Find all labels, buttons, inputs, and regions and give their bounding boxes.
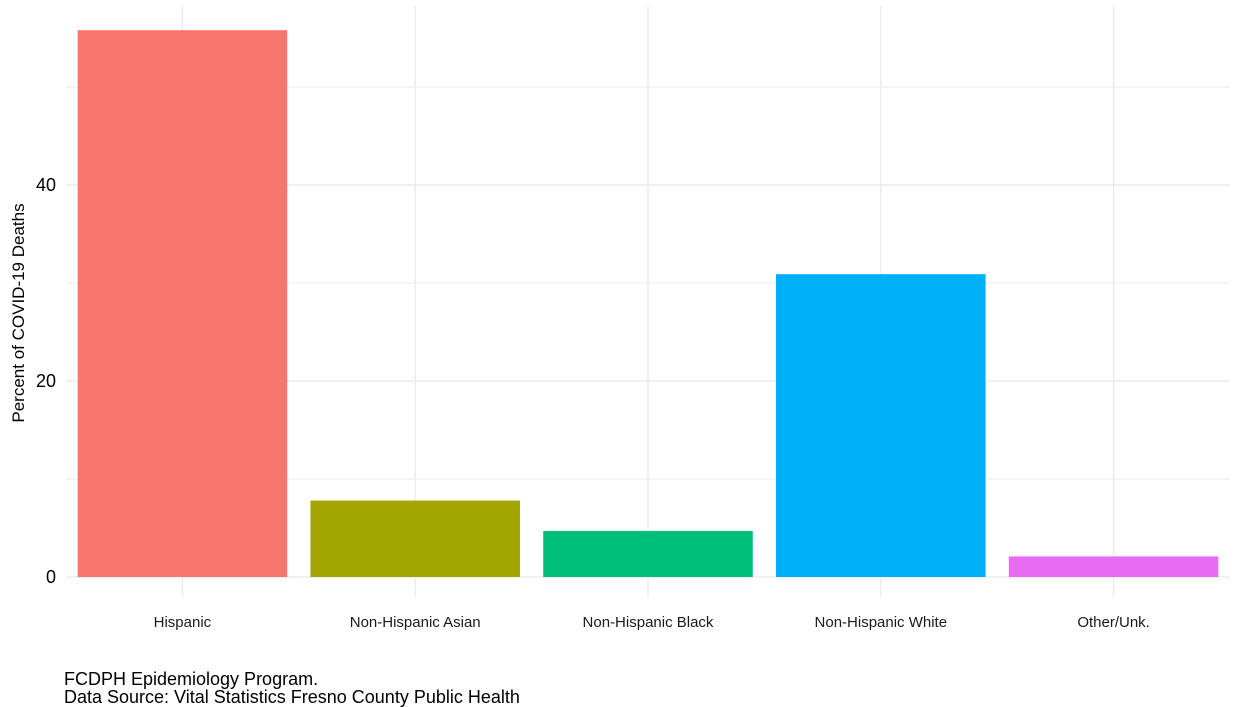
x-tick-label: Other/Unk.: [1077, 614, 1150, 631]
x-tick-label: Non-Hispanic White: [815, 614, 948, 631]
caption-data-source: Data Source: Vital Statistics Fresno Cou…: [64, 687, 520, 707]
x-tick-label: Non-Hispanic Asian: [350, 614, 481, 631]
bar-hispanic: [77, 30, 288, 578]
x-tick-label: Non-Hispanic Black: [583, 614, 714, 631]
x-axis-tick-labels: Hispanic Non-Hispanic Asian Non-Hispanic B…: [154, 614, 1150, 631]
bar-non-hispanic-asian: [310, 500, 520, 577]
x-tick-label: Hispanic: [154, 614, 212, 631]
y-tick-label: 20: [36, 371, 56, 391]
bar-non-hispanic-black: [543, 530, 753, 577]
bar-chart: 0 20 40 Hispanic Non-Hispanic Asian Non-Hisp…: [9, 5, 1230, 631]
bars: [77, 30, 1219, 578]
caption-program: FCDPH Epidemiology Program.: [64, 669, 319, 689]
bar-other-unk: [1008, 556, 1219, 577]
y-tick-label: 40: [36, 175, 56, 195]
y-axis-tick-labels: 0 20 40: [36, 175, 56, 587]
y-axis-label: Percent of COVID-19 Deaths: [9, 203, 28, 422]
y-tick-label: 0: [46, 567, 56, 587]
bar-non-hispanic-white: [776, 274, 986, 577]
